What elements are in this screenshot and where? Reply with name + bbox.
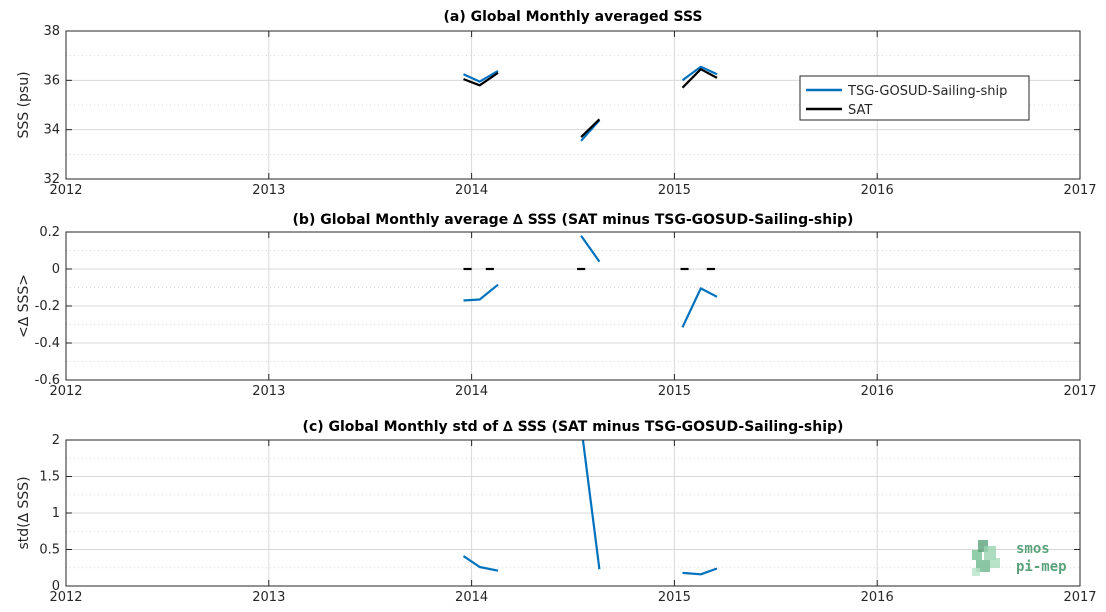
series-line-tsg bbox=[463, 283, 499, 302]
xtick-label: 2013 bbox=[252, 183, 285, 198]
ytick-label: -0.6 bbox=[35, 373, 60, 388]
logo-block-6 bbox=[972, 568, 980, 576]
xtick-label: 2016 bbox=[861, 384, 894, 399]
logo-block-1 bbox=[972, 550, 982, 560]
logo-block-2 bbox=[978, 540, 988, 552]
ytick-label: 0.2 bbox=[39, 225, 60, 240]
series-line-tsg bbox=[463, 70, 499, 83]
series-line-tsg bbox=[681, 65, 718, 82]
ytick-label: 0.5 bbox=[39, 543, 60, 558]
logo-text-smos: smos bbox=[1016, 541, 1050, 557]
logo-block-3 bbox=[984, 546, 996, 560]
xtick-label: 2015 bbox=[658, 590, 691, 605]
panel-a-ylabel: SSS (psu) bbox=[16, 71, 32, 138]
legend[interactable]: TSG-GOSUD-Sailing-ship SAT bbox=[799, 75, 1030, 121]
xtick-label: 2012 bbox=[49, 183, 82, 198]
logo-text-pimep: pi-mep bbox=[1016, 559, 1067, 575]
series-line-sat bbox=[681, 68, 718, 89]
ytick-label: 32 bbox=[43, 172, 60, 187]
xtick-label: 2013 bbox=[252, 590, 285, 605]
ytick-label: 38 bbox=[43, 24, 60, 39]
series-line-tsg bbox=[681, 287, 718, 328]
panel-c-ylabel: std(∆ SSS) bbox=[16, 476, 32, 549]
panel-c: (c) Global Monthly std of ∆ SSS (SAT min… bbox=[16, 419, 1097, 605]
legend-label-tsg: TSG-GOSUD-Sailing-ship bbox=[847, 84, 1007, 99]
series-line-sat bbox=[463, 71, 499, 87]
xtick-label: 2014 bbox=[455, 590, 488, 605]
panel-a-title: (a) Global Monthly averaged SSS bbox=[444, 9, 703, 25]
ytick-label: 36 bbox=[43, 73, 60, 88]
legend-box bbox=[799, 75, 1030, 121]
panel-b: (b) Global Monthly average ∆ SSS (SAT mi… bbox=[16, 212, 1097, 399]
ytick-label: 34 bbox=[43, 123, 60, 138]
legend-label-sat: SAT bbox=[848, 103, 872, 118]
series-line-tsg bbox=[682, 567, 718, 576]
panel-b-ylabel: <∆ SSS> bbox=[16, 274, 32, 338]
xtick-label: 2017 bbox=[1063, 384, 1096, 399]
smos-pi-mep-logo: smos pi-mep bbox=[972, 540, 1067, 576]
xtick-label: 2016 bbox=[861, 183, 894, 198]
ytick-label: -0.4 bbox=[35, 336, 60, 351]
ytick-label: -0.2 bbox=[35, 299, 60, 314]
panel-a-axes-box bbox=[65, 30, 1081, 180]
panel-c-title: (c) Global Monthly std of ∆ SSS (SAT min… bbox=[303, 419, 844, 435]
logo-block-5 bbox=[990, 558, 1000, 568]
panel-a: (a) Global Monthly averaged SSS 32 34 36 38… bbox=[16, 9, 1097, 198]
xtick-label: 2015 bbox=[658, 384, 691, 399]
xtick-label: 2015 bbox=[658, 183, 691, 198]
series-line-sat bbox=[580, 118, 601, 138]
ytick-label: 0 bbox=[52, 262, 60, 277]
series-line-tsg bbox=[580, 235, 601, 263]
xtick-label: 2013 bbox=[252, 384, 285, 399]
ytick-label: 0 bbox=[52, 579, 60, 594]
series-line-tsg bbox=[462, 555, 499, 572]
xtick-label: 2017 bbox=[1063, 590, 1096, 605]
xtick-label: 2014 bbox=[455, 384, 488, 399]
xtick-label: 2017 bbox=[1063, 183, 1096, 198]
panel-b-title: (b) Global Monthly average ∆ SSS (SAT mi… bbox=[293, 212, 854, 228]
series-line-tsg bbox=[581, 440, 601, 570]
ytick-label: 1.5 bbox=[39, 470, 60, 485]
xtick-label: 2016 bbox=[861, 590, 894, 605]
ytick-label: 2 bbox=[52, 433, 60, 448]
ytick-label: 1 bbox=[52, 506, 60, 521]
xtick-label: 2012 bbox=[49, 590, 82, 605]
xtick-label: 2012 bbox=[49, 384, 82, 399]
xtick-label: 2014 bbox=[455, 183, 488, 198]
